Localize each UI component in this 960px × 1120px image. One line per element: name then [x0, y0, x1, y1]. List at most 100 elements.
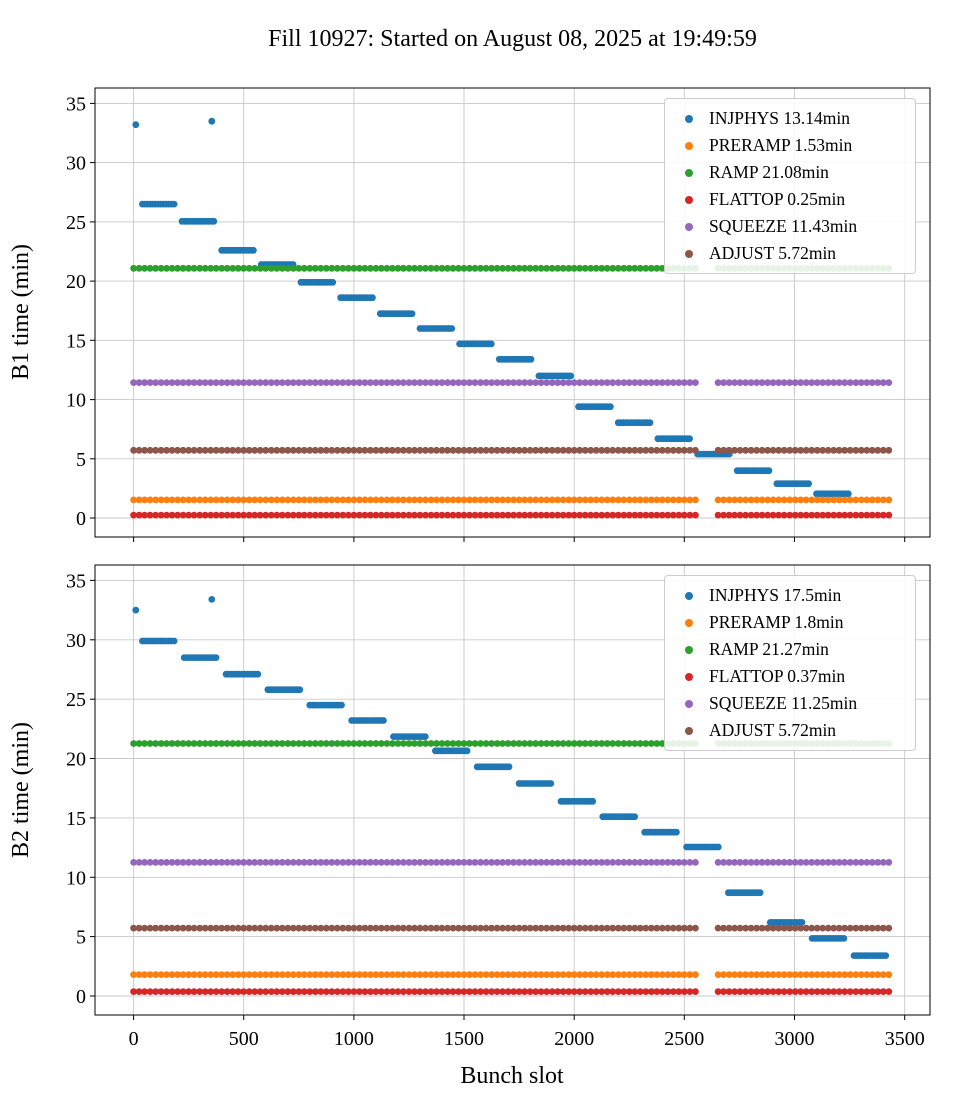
- data-point: [570, 379, 578, 386]
- series-injphys: [132, 117, 852, 498]
- data-point: [311, 446, 319, 454]
- data-point: [620, 511, 628, 519]
- data-point: [212, 496, 220, 504]
- data-point: [427, 446, 435, 454]
- data-point: [328, 859, 336, 866]
- data-point: [311, 496, 319, 504]
- data-point: [400, 446, 407, 454]
- plot-spine: [94, 87, 931, 538]
- data-point: [438, 740, 446, 747]
- data-point: [592, 379, 600, 386]
- data-point: [422, 379, 429, 386]
- data-point: [835, 379, 843, 386]
- data-point: [251, 511, 259, 519]
- data-point: [229, 924, 237, 932]
- data-point: [333, 511, 341, 519]
- data-point: [515, 971, 523, 978]
- data-point: [218, 511, 226, 519]
- data-point: [510, 511, 517, 519]
- data-point: [207, 446, 215, 454]
- data-point: [267, 971, 275, 978]
- data-point: [499, 379, 506, 386]
- data-point: [747, 379, 755, 386]
- data-point: [163, 496, 171, 504]
- data-point: [692, 446, 699, 454]
- data-point: [764, 496, 771, 504]
- data-point: [653, 446, 661, 454]
- data-point: [642, 971, 650, 978]
- data-point: [394, 264, 402, 272]
- data-point: [449, 446, 457, 454]
- data-point: [411, 924, 418, 932]
- data-point: [345, 740, 352, 747]
- data-point: [747, 496, 755, 504]
- data-point: [163, 511, 171, 519]
- data-point: [416, 511, 424, 519]
- y-tick-label: 25: [66, 689, 86, 711]
- data-point: [758, 971, 766, 978]
- data-point: [879, 496, 887, 504]
- data-point: [653, 379, 661, 386]
- data-point: [857, 988, 865, 995]
- data-point: [267, 924, 275, 932]
- data-point: [565, 971, 573, 978]
- data-point: [846, 446, 854, 454]
- data-point: [879, 379, 887, 386]
- data-point: [587, 988, 595, 995]
- data-point: [521, 496, 528, 504]
- data-point: [455, 740, 462, 747]
- data-point: [477, 511, 484, 519]
- data-point: [692, 924, 699, 932]
- data-point: [493, 511, 501, 519]
- data-point: [863, 924, 871, 932]
- data-point: [537, 511, 545, 519]
- data-point: [306, 988, 314, 995]
- data-point: [444, 924, 451, 932]
- data-point: [647, 740, 655, 747]
- data-point: [296, 686, 304, 694]
- data-point: [885, 446, 893, 454]
- data-point: [680, 924, 688, 932]
- data-point: [163, 988, 171, 995]
- data-point: [212, 740, 220, 747]
- data-point: [322, 264, 330, 272]
- y-tick-label: 15: [66, 330, 86, 352]
- series-adjust: [130, 924, 893, 932]
- data-point: [559, 988, 567, 995]
- data-point: [190, 511, 198, 519]
- data-point: [636, 988, 644, 995]
- data-point: [329, 278, 337, 286]
- data-point: [306, 511, 314, 519]
- data-point: [537, 264, 545, 272]
- data-point: [306, 264, 314, 272]
- data-point: [868, 971, 876, 978]
- y-tick-label: 35: [66, 570, 86, 592]
- data-point: [813, 971, 821, 978]
- data-point: [747, 859, 755, 866]
- data-point: [879, 924, 887, 932]
- data-point: [240, 496, 248, 504]
- data-point: [438, 264, 446, 272]
- data-point: [614, 379, 622, 386]
- data-point: [168, 511, 176, 519]
- data-point: [196, 446, 204, 454]
- data-point: [146, 988, 154, 995]
- data-point: [824, 446, 832, 454]
- data-point: [356, 511, 363, 519]
- data-point: [488, 511, 495, 519]
- data-point: [190, 924, 198, 932]
- data-point: [411, 379, 418, 386]
- data-point: [218, 988, 226, 995]
- data-point: [747, 446, 755, 454]
- data-point: [521, 446, 528, 454]
- data-point: [510, 859, 517, 866]
- data-point: [256, 496, 264, 504]
- data-point: [295, 446, 303, 454]
- data-point: [157, 988, 165, 995]
- data-point: [835, 924, 843, 932]
- data-point: [345, 924, 352, 932]
- data-point: [765, 467, 773, 475]
- data-point: [868, 496, 876, 504]
- legend-entry: INJPHYS 17.5min: [673, 582, 907, 609]
- data-point: [141, 988, 149, 995]
